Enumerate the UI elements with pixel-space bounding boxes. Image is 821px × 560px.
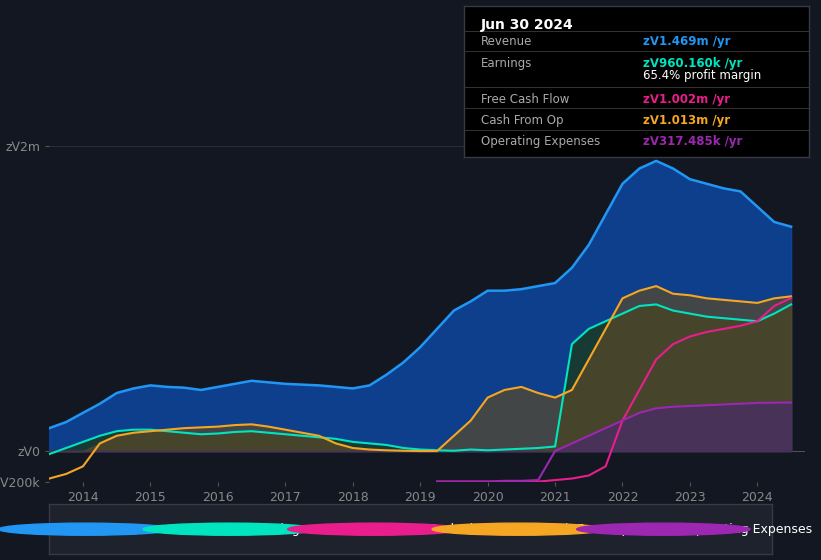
Circle shape — [287, 523, 461, 535]
Text: Operating Expenses: Operating Expenses — [686, 522, 813, 536]
Text: Revenue: Revenue — [481, 35, 533, 48]
Text: 65.4% profit margin: 65.4% profit margin — [643, 69, 761, 82]
Text: zᐯ1.469m /yr: zᐯ1.469m /yr — [643, 35, 731, 48]
Text: zᐯ1.002m /yr: zᐯ1.002m /yr — [643, 93, 731, 106]
Text: Earnings: Earnings — [481, 57, 533, 69]
Circle shape — [143, 523, 317, 535]
Text: Earnings: Earnings — [253, 522, 307, 536]
Text: zᐯ960.160k /yr: zᐯ960.160k /yr — [643, 57, 742, 69]
Text: zᐯ1.013m /yr: zᐯ1.013m /yr — [643, 114, 731, 127]
Circle shape — [576, 523, 750, 535]
Text: Free Cash Flow: Free Cash Flow — [481, 93, 570, 106]
Text: Free Cash Flow: Free Cash Flow — [397, 522, 492, 536]
Circle shape — [432, 523, 606, 535]
Text: zᐯ317.485k /yr: zᐯ317.485k /yr — [643, 135, 742, 148]
Circle shape — [0, 523, 172, 535]
Text: Jun 30 2024: Jun 30 2024 — [481, 18, 574, 32]
Text: Revenue: Revenue — [108, 522, 163, 536]
Text: Cash From Op: Cash From Op — [481, 114, 563, 127]
Text: Operating Expenses: Operating Expenses — [481, 135, 600, 148]
Text: Cash From Op: Cash From Op — [542, 522, 630, 536]
